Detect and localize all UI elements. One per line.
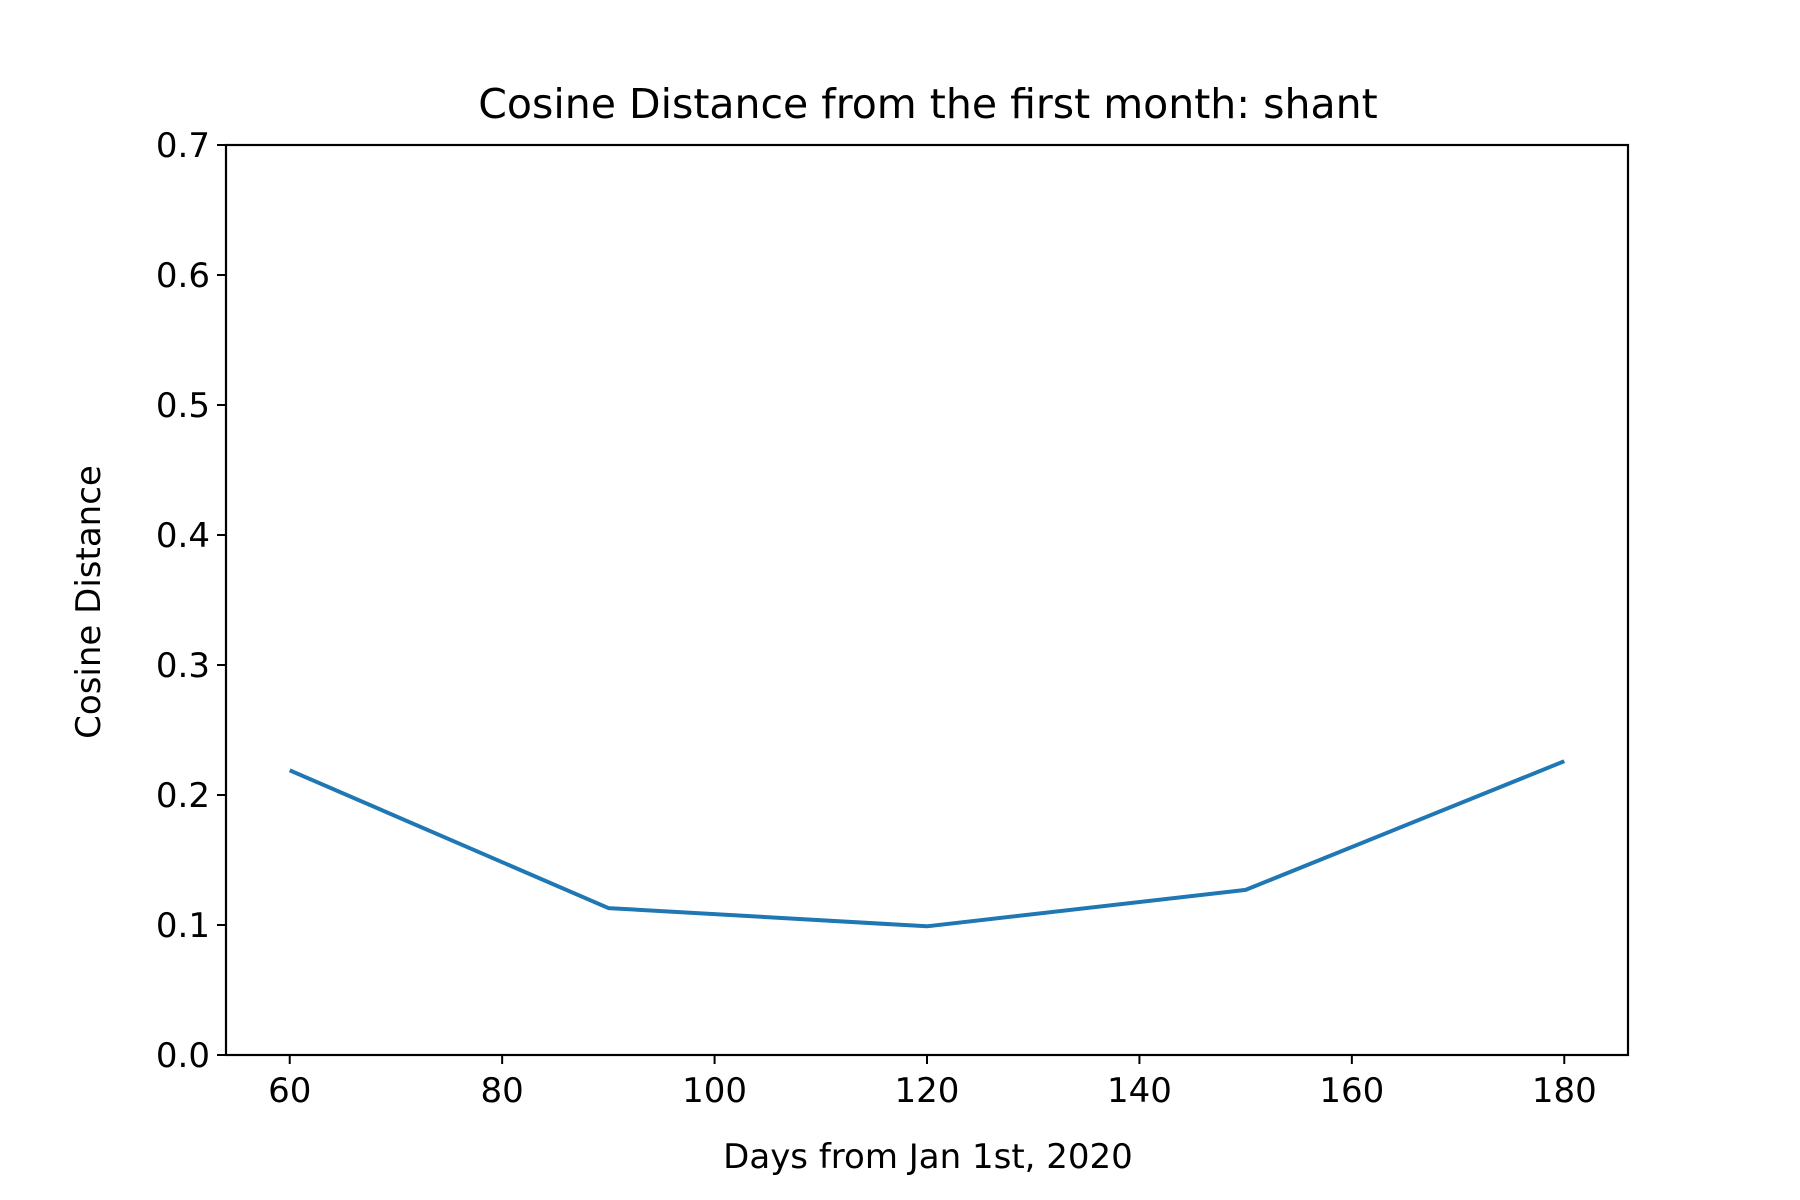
chart-title: Cosine Distance from the first month: sh… (478, 80, 1377, 128)
y-tick-label: 0.4 (156, 516, 210, 556)
y-tick-label: 0.7 (156, 126, 210, 166)
x-tick-label: 180 (1532, 1071, 1597, 1111)
x-axis-label: Days from Jan 1st, 2020 (723, 1137, 1133, 1177)
y-axis-label: Cosine Distance (69, 465, 109, 739)
y-tick-label: 0.0 (156, 1036, 210, 1076)
plot-area: 60 80 100 120 140 160 180 0.0 0.1 0.2 0.3 0.4 0.5 0.6… (156, 126, 1630, 1111)
x-tick-label: 160 (1319, 1071, 1384, 1111)
y-tick-label: 0.6 (156, 256, 210, 296)
y-tick-label: 0.2 (156, 776, 210, 816)
y-tick-label: 0.1 (156, 906, 210, 946)
x-tick-label: 80 (481, 1071, 524, 1111)
x-tick-label: 60 (268, 1071, 311, 1111)
y-tick-label: 0.5 (156, 386, 210, 426)
series-line-0 (288, 759, 1566, 929)
x-tick-label: 100 (682, 1071, 747, 1111)
x-tick-label: 120 (895, 1071, 960, 1111)
y-tick-label: 0.3 (156, 646, 210, 686)
x-tick-label: 140 (1107, 1071, 1172, 1111)
